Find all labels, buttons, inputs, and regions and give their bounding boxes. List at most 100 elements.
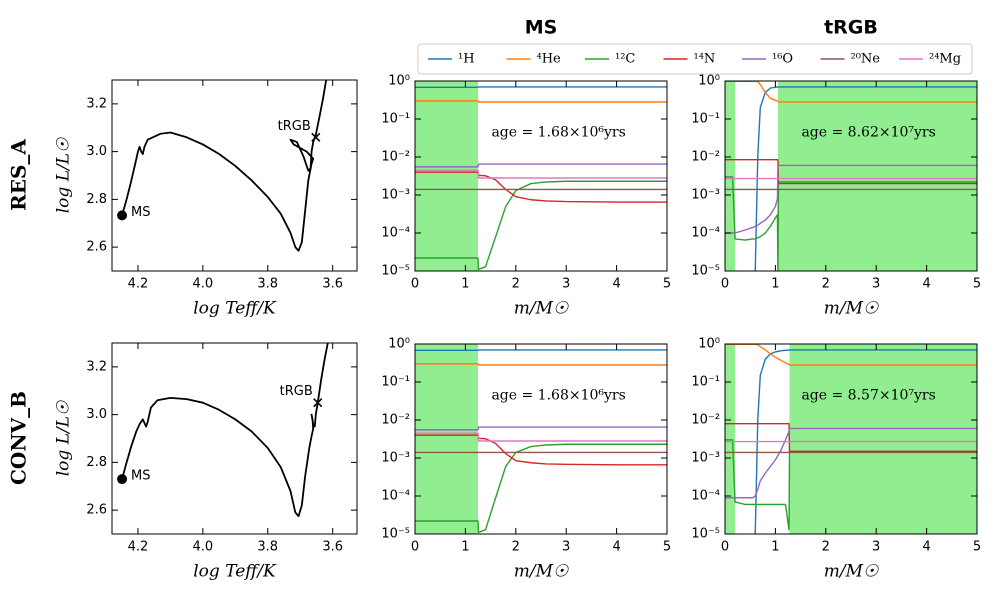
legend-label: ²⁴Mg (929, 52, 961, 67)
x-tick-label: 3 (562, 277, 570, 292)
y-tick-label: 10⁻² (691, 413, 720, 428)
series-line (725, 164, 977, 234)
row-label: RES_A (7, 139, 31, 211)
marker-point (117, 210, 128, 221)
y-tick-label: 2.8 (86, 192, 107, 207)
series-line (415, 163, 667, 168)
x-tick-label: 4.2 (128, 277, 149, 292)
convective-zone (415, 344, 478, 534)
x-tick-label: 2 (822, 540, 830, 555)
x-tick-label: 5 (663, 540, 671, 555)
x-tick-label: 0 (411, 540, 419, 555)
y-tick-label: 2.8 (86, 455, 107, 470)
convective-zone (725, 344, 736, 534)
series-line (415, 426, 667, 431)
x-tick-label: 1 (771, 277, 779, 292)
y-axis-label: log L/L☉ (54, 400, 74, 476)
panel: MS tRGB 4.2 4.0 3.8 3.6 2.6 2.8 3.0 3.2 log Teff/K… (54, 79, 358, 319)
convective-zone (725, 81, 736, 271)
column-title: tRGB (824, 17, 878, 39)
legend-label: ¹⁴N (694, 52, 716, 67)
plot-area (121, 343, 329, 517)
plot-area (415, 81, 667, 271)
panel: MS tRGB 4.2 4.0 3.8 3.6 2.6 2.8 3.0 3.2 log Teff/K… (54, 342, 358, 582)
y-tick-label: 10⁰ (698, 74, 720, 89)
x-tick-label: 4 (922, 277, 930, 292)
x-tick-label: 3.6 (322, 277, 343, 292)
convective-zone (789, 344, 977, 534)
convective-zone (415, 81, 478, 271)
marker-label: tRGB (278, 119, 311, 134)
x-tick-label: 5 (973, 277, 981, 292)
x-tick-label: 2 (822, 277, 830, 292)
marker-label: MS (131, 205, 150, 220)
plot-area (725, 81, 977, 271)
series-line (725, 422, 977, 453)
series-line (725, 427, 977, 499)
x-tick-label: 1 (771, 540, 779, 555)
age-annotation: age = 1.68×10⁶yrs (491, 124, 625, 140)
y-tick-label: 3.2 (86, 96, 107, 111)
panel: 0 1 2 3 4 5 10⁻⁵ 10⁻⁴ 10⁻³ 10⁻² 10⁻¹ 10⁰ m/M☉ age = 1… (381, 74, 671, 319)
y-tick-label: 10⁻⁴ (381, 226, 410, 241)
x-tick-label: 4.2 (128, 540, 149, 555)
age-annotation: age = 8.62×10⁷yrs (801, 124, 935, 140)
y-tick-label: 10⁻¹ (381, 112, 410, 127)
y-tick-label: 10⁻⁴ (691, 226, 720, 241)
age-annotation: age = 1.68×10⁶yrs (491, 387, 625, 403)
series-line (725, 158, 977, 185)
y-tick-label: 3.0 (86, 407, 107, 422)
row-label: CONV_B (7, 391, 31, 485)
series-line (415, 443, 667, 534)
axes-frame (111, 342, 358, 535)
marker-label: tRGB (280, 384, 313, 399)
x-tick-label: 1 (461, 277, 469, 292)
column-title: MS (525, 17, 558, 39)
x-tick-label: 3.8 (257, 540, 278, 555)
panel: 0 1 2 3 4 5 10⁻⁵ 10⁻⁴ 10⁻³ 10⁻² 10⁻¹ 10⁰ m/M☉ age = 8… (691, 337, 981, 582)
y-tick-label: 10⁻² (381, 150, 410, 165)
convective-zone (777, 81, 977, 271)
series-line (415, 169, 667, 179)
y-tick-label: 10⁻⁵ (381, 264, 410, 279)
y-tick-label: 10⁰ (388, 337, 410, 352)
y-tick-label: 10⁻¹ (691, 112, 720, 127)
plot-area (725, 344, 977, 534)
x-tick-label: 2 (512, 540, 520, 555)
series-line (754, 349, 977, 534)
x-tick-label: 3 (872, 277, 880, 292)
x-tick-label: 5 (973, 540, 981, 555)
y-tick-label: 10⁻⁵ (691, 264, 720, 279)
x-tick-label: 4.0 (193, 277, 214, 292)
y-tick-label: 10⁻³ (691, 188, 720, 203)
y-tick-label: 10⁰ (388, 74, 410, 89)
y-tick-label: 10⁻² (691, 150, 720, 165)
x-axis-label: log Teff/K (193, 562, 277, 582)
x-tick-label: 1 (461, 540, 469, 555)
y-tick-label: 10⁻⁴ (381, 489, 410, 504)
age-annotation: age = 8.57×10⁷yrs (801, 387, 935, 403)
axes-frame (111, 79, 358, 272)
series-line (725, 176, 977, 271)
legend-label: ¹H (458, 52, 475, 67)
x-axis-label: m/M☉ (824, 562, 879, 582)
x-tick-label: 3 (872, 540, 880, 555)
x-tick-label: 3.6 (322, 540, 343, 555)
x-tick-label: 3.8 (257, 277, 278, 292)
y-tick-label: 10⁻⁵ (381, 527, 410, 542)
y-tick-label: 10⁰ (698, 337, 720, 352)
series-line (121, 80, 328, 252)
axes-frame (414, 80, 668, 272)
y-tick-label: 10⁻¹ (381, 375, 410, 390)
series-line (415, 434, 667, 466)
x-axis-label: m/M☉ (514, 299, 569, 319)
panel: 0 1 2 3 4 5 10⁻⁵ 10⁻⁴ 10⁻³ 10⁻² 10⁻¹ 10⁰ m/M☉ age = 1… (381, 337, 671, 582)
legend-label: ¹⁶O (772, 52, 793, 67)
y-tick-label: 2.6 (86, 503, 107, 518)
y-tick-label: 10⁻³ (691, 451, 720, 466)
x-tick-label: 4 (922, 540, 930, 555)
x-tick-label: 4 (612, 540, 620, 555)
y-tick-label: 10⁻⁴ (691, 489, 720, 504)
marker-point (313, 398, 323, 408)
